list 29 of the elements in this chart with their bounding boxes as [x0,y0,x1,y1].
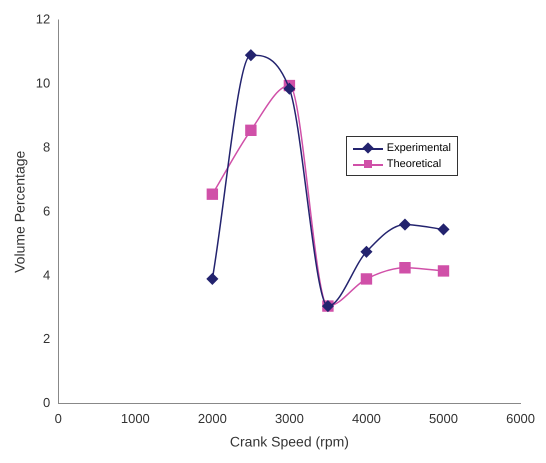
y-tick-label: 10 [36,76,50,91]
point [206,273,218,285]
point [360,273,372,285]
x-tick-label: 3000 [274,410,304,426]
point [245,49,257,61]
point [438,265,450,277]
y-tick-label: 2 [43,331,50,346]
y-tick-label: 6 [43,203,50,218]
x-tick-label: 4000 [352,410,381,426]
y-tick-label: 4 [43,267,50,282]
point [399,218,411,230]
y-tick-label: 0 [43,395,50,410]
legend-label: Theoretical [386,157,442,172]
x-tick-label: 5000 [429,410,458,426]
point [245,124,257,136]
point [438,224,450,236]
point [284,82,296,94]
x-tick-label: 1000 [120,410,150,426]
x-tick-label: 6000 [506,410,535,426]
point [399,262,411,274]
x-tick-label: 0 [54,410,62,426]
legend-label: Experimental [386,141,451,156]
y-tick-label: 8 [43,139,50,154]
x-tick-label: 2000 [198,410,227,426]
y-tick-label: 12 [36,12,50,27]
y-axis-title: Volume Percentage [11,150,28,273]
point [206,188,218,200]
x-axis-title: Crank Speed (rpm) [230,433,349,450]
point [360,246,372,258]
